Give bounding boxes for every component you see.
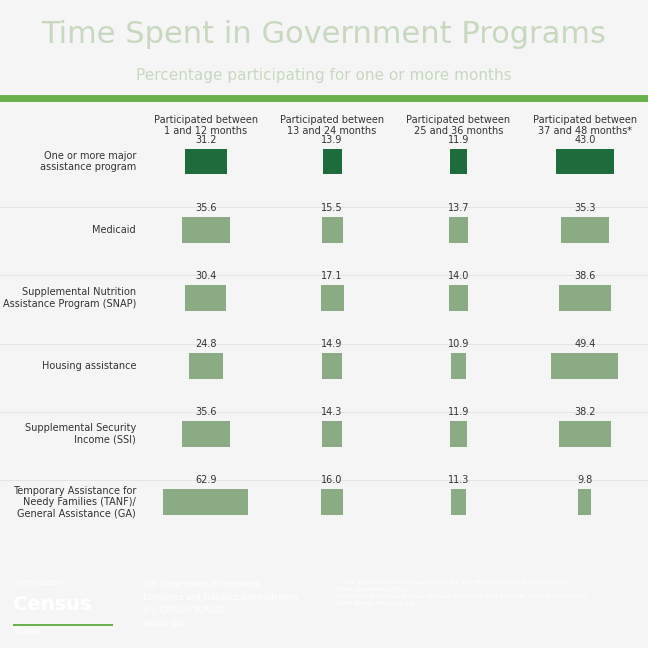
Text: 35.6: 35.6 (195, 408, 216, 417)
Text: Housing assistance: Housing assistance (41, 361, 136, 371)
Bar (13, 624, 113, 626)
Text: United States™: United States™ (13, 579, 67, 586)
Text: Census: Census (13, 595, 91, 614)
Bar (185, 148, 227, 174)
Text: U.S. Department of Commerce
Economics and Statistics Administration
U.S. CENSUS : U.S. Department of Commerce Economics an… (143, 579, 297, 628)
Text: 35.3: 35.3 (574, 203, 596, 213)
Bar (450, 421, 467, 447)
Bar (556, 148, 614, 174)
Bar (559, 285, 611, 310)
Text: Temporary Assistance for
Needy Families (TANF)/
General Assistance (GA): Temporary Assistance for Needy Families … (13, 485, 136, 518)
Bar (449, 216, 468, 242)
Bar (185, 285, 226, 310)
Text: 14.0: 14.0 (448, 271, 469, 281)
Text: Time Spent in Government Programs: Time Spent in Government Programs (41, 20, 607, 49)
Text: 13.7: 13.7 (448, 203, 469, 213)
Text: Supplemental Nutrition
Assistance Program (SNAP): Supplemental Nutrition Assistance Progra… (3, 287, 136, 308)
Bar (163, 489, 248, 515)
Text: 14.9: 14.9 (321, 339, 343, 349)
Text: 49.4: 49.4 (574, 339, 596, 349)
Text: 11.9: 11.9 (448, 135, 469, 145)
Text: 24.8: 24.8 (195, 339, 216, 349)
Text: 43.0: 43.0 (574, 135, 596, 145)
Bar (323, 148, 341, 174)
Text: 13.9: 13.9 (321, 135, 343, 145)
Bar (323, 421, 341, 447)
Text: Participated between
13 and 24 months: Participated between 13 and 24 months (280, 115, 384, 136)
Bar (321, 489, 343, 515)
Text: Participated between
25 and 36 months: Participated between 25 and 36 months (406, 115, 511, 136)
Bar (321, 216, 343, 242)
Text: 35.6: 35.6 (195, 203, 216, 213)
Text: 9.8: 9.8 (577, 476, 592, 485)
Bar (321, 285, 343, 310)
Text: Participated between
1 and 12 months: Participated between 1 and 12 months (154, 115, 258, 136)
Text: 62.9: 62.9 (195, 476, 216, 485)
Text: 16.0: 16.0 (321, 476, 343, 485)
Text: 10.9: 10.9 (448, 339, 469, 349)
Bar (559, 421, 610, 447)
Text: 11.3: 11.3 (448, 476, 469, 485)
Bar (322, 353, 342, 379)
Bar (551, 353, 618, 379)
Text: Supplemental Security
Income (SSI): Supplemental Security Income (SSI) (25, 423, 136, 445)
Bar (561, 216, 608, 242)
Text: 31.2: 31.2 (195, 135, 216, 145)
Bar (181, 216, 230, 242)
Bar (451, 489, 466, 515)
Text: 30.4: 30.4 (195, 271, 216, 281)
Text: 38.6: 38.6 (574, 271, 596, 281)
Text: Bureau: Bureau (13, 627, 40, 636)
Text: 14.3: 14.3 (321, 408, 343, 417)
Text: One or more major
assistance program: One or more major assistance program (40, 151, 136, 172)
Text: 17.1: 17.1 (321, 271, 343, 281)
Text: 11.9: 11.9 (448, 408, 469, 417)
Bar (450, 148, 467, 174)
Bar (451, 353, 466, 379)
Bar (578, 489, 592, 515)
Text: 15.5: 15.5 (321, 203, 343, 213)
Bar (449, 285, 468, 310)
Text: Participated between
37 and 48 months*: Participated between 37 and 48 months* (533, 115, 637, 136)
Text: Percentage participating for one or more months: Percentage participating for one or more… (136, 68, 512, 84)
Text: * This survey followed respondents for the 48-month period from January
2009–Dec: * This survey followed respondents for t… (337, 579, 589, 606)
Text: Medicaid: Medicaid (93, 225, 136, 235)
Bar (181, 421, 230, 447)
Bar (189, 353, 222, 379)
Text: 38.2: 38.2 (574, 408, 596, 417)
